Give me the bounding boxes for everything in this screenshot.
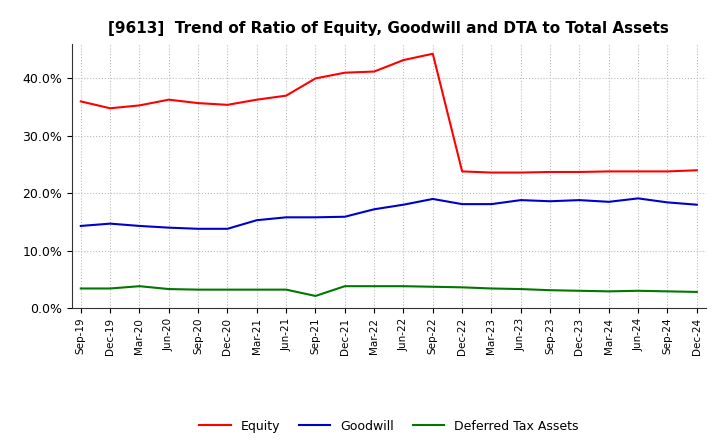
Equity <box>253 97 261 103</box>
Goodwill <box>663 200 672 205</box>
Deferred Tax Assets <box>341 283 349 289</box>
Goodwill <box>516 198 525 203</box>
Equity <box>546 169 554 175</box>
Equity <box>458 169 467 174</box>
Deferred Tax Assets <box>516 286 525 292</box>
Deferred Tax Assets <box>428 284 437 290</box>
Deferred Tax Assets <box>106 286 114 291</box>
Equity <box>282 93 290 98</box>
Equity <box>223 102 232 107</box>
Deferred Tax Assets <box>487 286 496 291</box>
Goodwill <box>106 221 114 226</box>
Title: [9613]  Trend of Ratio of Equity, Goodwill and DTA to Total Assets: [9613] Trend of Ratio of Equity, Goodwil… <box>109 21 669 36</box>
Equity <box>370 69 379 74</box>
Equity <box>311 76 320 81</box>
Equity <box>693 168 701 173</box>
Goodwill <box>253 217 261 223</box>
Equity <box>399 58 408 63</box>
Deferred Tax Assets <box>546 288 554 293</box>
Goodwill <box>135 223 144 228</box>
Equity <box>76 99 85 104</box>
Goodwill <box>282 215 290 220</box>
Line: Equity: Equity <box>81 54 697 172</box>
Deferred Tax Assets <box>634 288 642 293</box>
Goodwill <box>164 225 173 230</box>
Deferred Tax Assets <box>223 287 232 292</box>
Deferred Tax Assets <box>253 287 261 292</box>
Line: Deferred Tax Assets: Deferred Tax Assets <box>81 286 697 296</box>
Deferred Tax Assets <box>194 287 202 292</box>
Deferred Tax Assets <box>164 286 173 292</box>
Goodwill <box>399 202 408 207</box>
Deferred Tax Assets <box>693 289 701 294</box>
Equity <box>194 100 202 106</box>
Goodwill <box>223 226 232 231</box>
Equity <box>663 169 672 174</box>
Goodwill <box>76 223 85 228</box>
Goodwill <box>194 226 202 231</box>
Deferred Tax Assets <box>605 289 613 294</box>
Equity <box>341 70 349 75</box>
Goodwill <box>634 196 642 201</box>
Deferred Tax Assets <box>575 288 584 293</box>
Deferred Tax Assets <box>135 283 144 289</box>
Goodwill <box>605 199 613 205</box>
Goodwill <box>311 215 320 220</box>
Equity <box>575 169 584 175</box>
Deferred Tax Assets <box>399 283 408 289</box>
Goodwill <box>693 202 701 207</box>
Deferred Tax Assets <box>76 286 85 291</box>
Goodwill <box>370 207 379 212</box>
Goodwill <box>458 202 467 207</box>
Equity <box>428 51 437 56</box>
Equity <box>605 169 613 174</box>
Goodwill <box>575 198 584 203</box>
Deferred Tax Assets <box>311 293 320 299</box>
Equity <box>135 103 144 108</box>
Deferred Tax Assets <box>458 285 467 290</box>
Equity <box>164 97 173 103</box>
Equity <box>516 170 525 175</box>
Legend: Equity, Goodwill, Deferred Tax Assets: Equity, Goodwill, Deferred Tax Assets <box>194 414 583 437</box>
Goodwill <box>546 198 554 204</box>
Equity <box>106 106 114 111</box>
Equity <box>487 170 496 175</box>
Goodwill <box>428 196 437 202</box>
Deferred Tax Assets <box>282 287 290 292</box>
Deferred Tax Assets <box>370 283 379 289</box>
Line: Goodwill: Goodwill <box>81 198 697 229</box>
Equity <box>634 169 642 174</box>
Goodwill <box>341 214 349 220</box>
Goodwill <box>487 202 496 207</box>
Deferred Tax Assets <box>663 289 672 294</box>
